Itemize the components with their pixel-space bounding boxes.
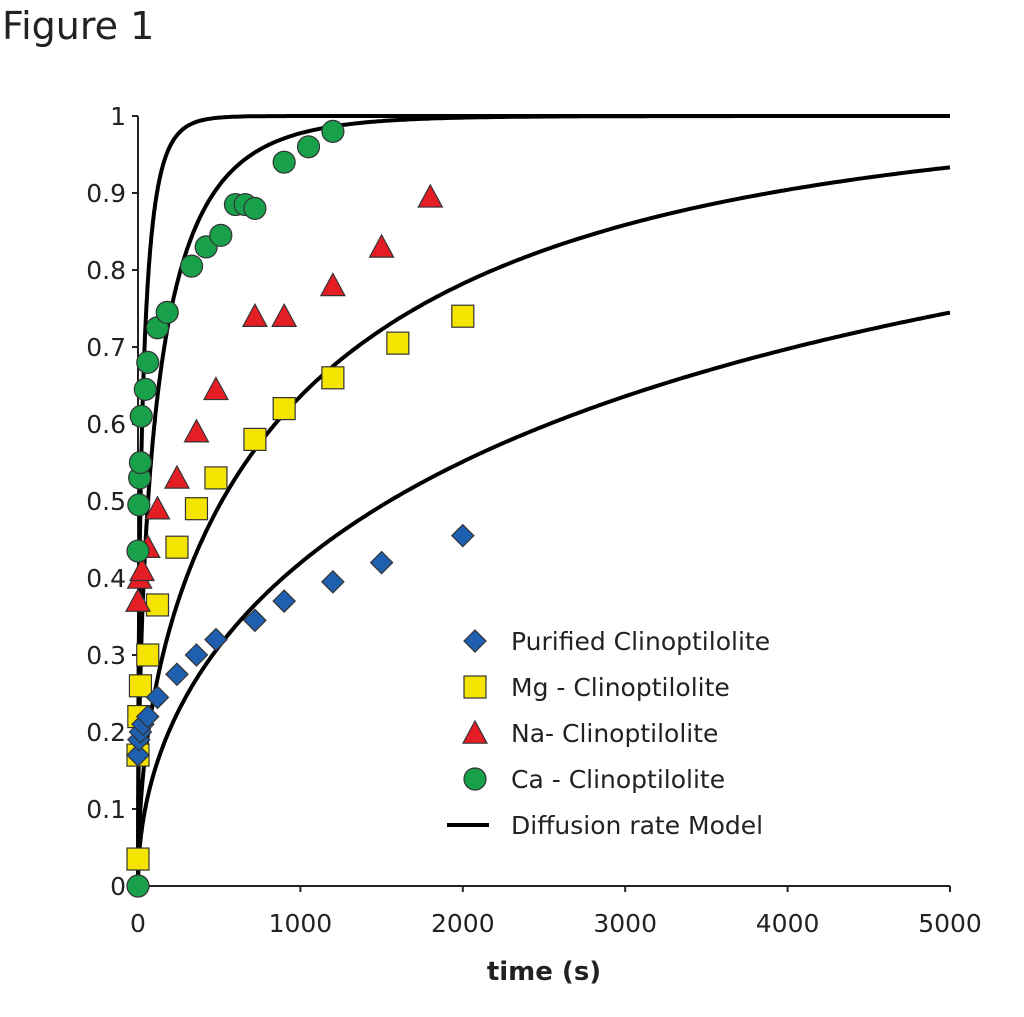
data-point-square bbox=[321, 366, 345, 390]
data-point-square bbox=[165, 535, 189, 559]
y-tick-label: 0.7 bbox=[86, 333, 126, 362]
data-point-square bbox=[126, 847, 150, 871]
data-point-diamond bbox=[450, 523, 475, 548]
data-point-square bbox=[145, 593, 170, 617]
y-tick-label: 0 bbox=[110, 872, 126, 901]
legend-label: Mg - Clinoptilolite bbox=[511, 673, 730, 702]
legend-swatch-circle bbox=[463, 767, 487, 791]
legend-label: Diffusion rate Model bbox=[511, 811, 763, 840]
x-tick-label: 2000 bbox=[431, 909, 495, 938]
data-point-triangle bbox=[144, 495, 171, 520]
data-point-circle bbox=[272, 150, 296, 174]
model-curve-2 bbox=[136, 310, 951, 887]
data-point-square bbox=[272, 397, 296, 421]
data-point-diamond bbox=[184, 643, 209, 667]
data-point-triangle bbox=[129, 557, 156, 582]
data-point-triangle bbox=[183, 418, 210, 443]
y-tick-label: 0.1 bbox=[86, 795, 126, 824]
y-tick-label: 0.4 bbox=[86, 564, 126, 593]
data-point-circle bbox=[296, 135, 321, 159]
data-point-circle bbox=[243, 196, 267, 220]
data-point-triangle bbox=[241, 302, 268, 327]
legend-label: Purified Clinoptilolite bbox=[511, 627, 770, 656]
data-point-diamond bbox=[204, 627, 228, 652]
data-point-circle bbox=[136, 350, 160, 374]
data-point-diamond bbox=[369, 550, 394, 575]
data-point-square bbox=[243, 427, 267, 451]
data-point-circle bbox=[128, 450, 153, 475]
data-point-triangle bbox=[163, 464, 190, 489]
y-tick-label: 1 bbox=[110, 102, 126, 131]
data-point-triangle bbox=[319, 272, 346, 297]
data-point-circle bbox=[126, 874, 150, 898]
y-tick-label: 0.5 bbox=[86, 487, 126, 516]
data-point-diamond bbox=[126, 743, 150, 767]
x-tick-label: 3000 bbox=[593, 909, 657, 938]
data-point-square bbox=[136, 643, 160, 667]
data-point-diamond bbox=[135, 704, 160, 729]
data-point-square bbox=[204, 466, 228, 490]
y-tick-label: 0.9 bbox=[86, 179, 126, 208]
data-point-triangle bbox=[202, 376, 229, 401]
data-point-square bbox=[184, 497, 209, 521]
data-point-square bbox=[128, 674, 153, 698]
data-point-circle bbox=[179, 254, 204, 278]
x-tick-label: 1000 bbox=[269, 909, 333, 938]
data-point-diamond bbox=[243, 608, 267, 633]
legend: Purified Clinoptilolite Mg - Clinoptiloli… bbox=[447, 627, 770, 840]
data-point-triangle bbox=[124, 587, 152, 612]
x-tick-label: 5000 bbox=[918, 909, 982, 938]
data-point-triangle bbox=[417, 183, 444, 208]
legend-swatch-diamond bbox=[463, 629, 487, 653]
x-tick-label: 4000 bbox=[756, 909, 820, 938]
legend-label: Ca - Clinoptilolite bbox=[511, 765, 725, 794]
data-point-diamond bbox=[145, 685, 170, 710]
model-curves-layer bbox=[136, 114, 951, 887]
y-tick-label: 0.8 bbox=[86, 256, 126, 285]
x-axis-label: time (s) bbox=[487, 957, 601, 987]
data-point-circle bbox=[126, 539, 150, 563]
data-point-circle bbox=[127, 493, 151, 517]
data-point-diamond bbox=[272, 589, 297, 613]
data-point-circle bbox=[321, 119, 345, 143]
data-point-triangle bbox=[368, 233, 395, 258]
legend-swatch-triangle bbox=[461, 719, 489, 744]
y-tick-label: 0.6 bbox=[86, 410, 126, 439]
legend-swatch-square bbox=[463, 675, 487, 699]
data-point-circle bbox=[209, 223, 233, 247]
model-curve-4 bbox=[136, 114, 950, 887]
y-tick-label: 0.2 bbox=[86, 718, 126, 747]
data-point-diamond bbox=[321, 570, 345, 594]
data-point-circle bbox=[129, 404, 153, 428]
figure-title: Figure 1 bbox=[2, 4, 155, 48]
data-point-square bbox=[451, 304, 475, 328]
data-point-square bbox=[386, 331, 410, 355]
data-point-diamond bbox=[165, 662, 189, 687]
data-point-circle bbox=[133, 377, 157, 401]
data-point-circle bbox=[155, 300, 179, 324]
markers-layer bbox=[124, 119, 475, 898]
tick-labels-layer: 0 0.1 0.2 0.3 0.4 0.5 0.6 0.7 0.8 0.9 1 0 1000 2000 30… bbox=[86, 102, 982, 938]
model-curve-1 bbox=[136, 165, 951, 887]
data-point-triangle bbox=[271, 302, 298, 327]
legend-label: Na- Clinoptilolite bbox=[511, 719, 718, 748]
y-tick-label: 0.3 bbox=[86, 641, 126, 670]
x-tick-label: 0 bbox=[130, 909, 146, 938]
